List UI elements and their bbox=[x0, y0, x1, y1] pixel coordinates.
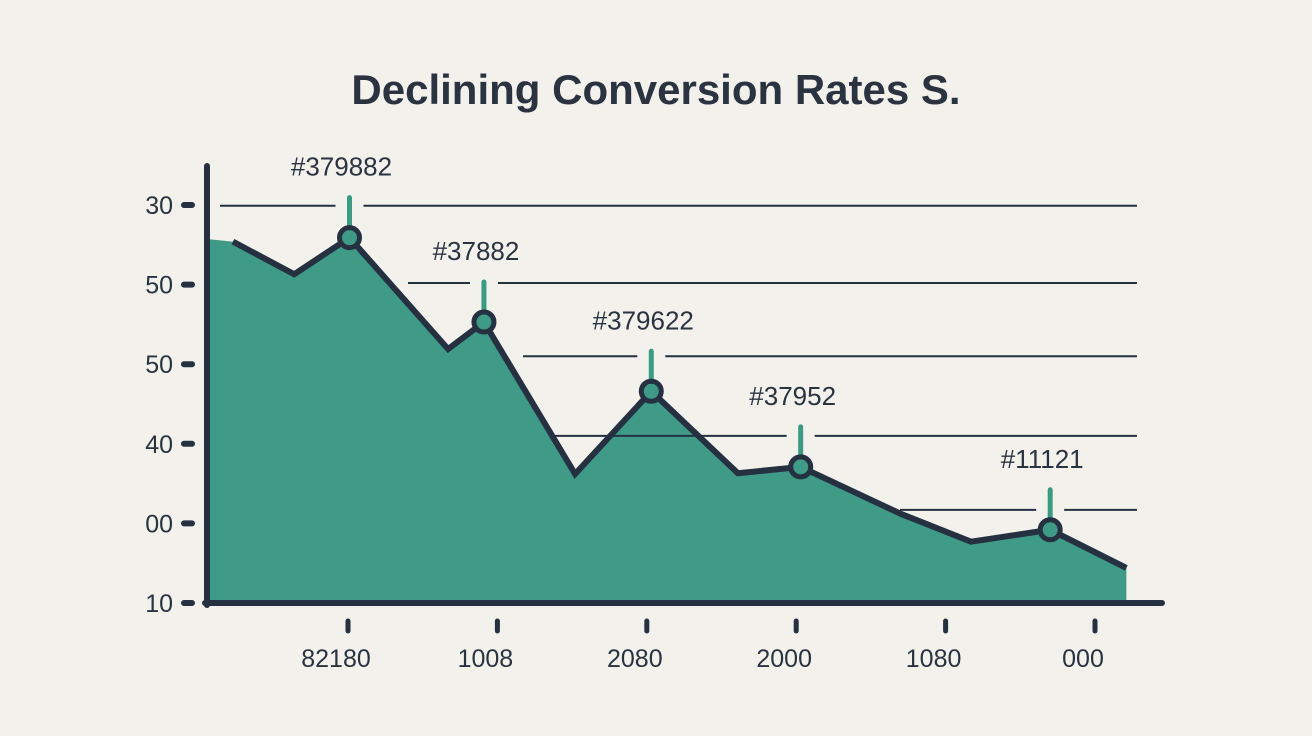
x-tick-label: 1008 bbox=[458, 645, 514, 673]
data-point-marker bbox=[788, 454, 814, 480]
y-tick-label: 40 bbox=[145, 431, 173, 459]
area-fill bbox=[209, 237, 1127, 604]
data-label: #11121 bbox=[1001, 444, 1084, 474]
y-tick-label: 50 bbox=[145, 351, 173, 379]
data-label: #379882 bbox=[291, 152, 392, 182]
y-tick-label: 00 bbox=[145, 510, 173, 538]
x-tick-label: 2000 bbox=[756, 645, 812, 673]
x-tick-label: 82180 bbox=[301, 645, 371, 673]
data-point-marker bbox=[1037, 517, 1063, 543]
data-point-marker bbox=[638, 378, 664, 404]
y-tick-label: 50 bbox=[145, 272, 173, 300]
x-tick-label: 2080 bbox=[607, 645, 663, 673]
chart-title: Declining Conversion Rates S. bbox=[351, 66, 961, 113]
data-label: #379622 bbox=[593, 305, 694, 335]
y-tick-label: 10 bbox=[145, 590, 173, 618]
data-point-marker bbox=[336, 225, 362, 251]
x-tick-label: 000 bbox=[1062, 645, 1104, 673]
data-label: #37952 bbox=[749, 381, 836, 411]
data-point-marker bbox=[471, 309, 497, 335]
y-tick-label: 30 bbox=[145, 192, 173, 220]
data-label: #37882 bbox=[433, 236, 520, 266]
x-tick-label: 1080 bbox=[906, 645, 962, 673]
